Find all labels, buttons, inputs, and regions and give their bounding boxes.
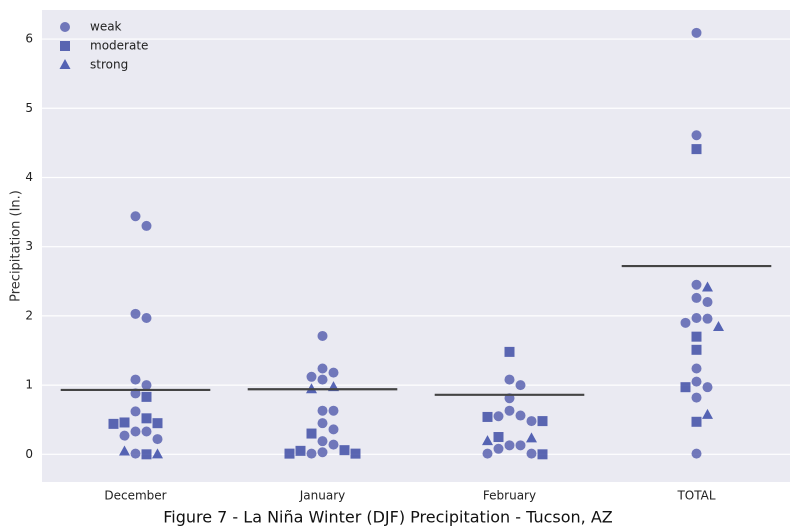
point xyxy=(691,130,702,141)
point xyxy=(130,448,141,459)
point xyxy=(317,374,328,385)
point xyxy=(504,374,515,385)
point xyxy=(130,406,141,417)
point xyxy=(713,320,724,331)
point xyxy=(119,445,130,456)
point xyxy=(504,440,515,451)
point xyxy=(680,317,691,328)
point xyxy=(119,417,130,428)
legend-marker xyxy=(59,59,71,69)
point xyxy=(328,424,339,435)
y-tick-label: 1 xyxy=(25,378,33,392)
point xyxy=(306,428,317,439)
point xyxy=(152,448,163,459)
point xyxy=(141,413,152,424)
point xyxy=(317,436,328,447)
point xyxy=(537,449,548,460)
point xyxy=(691,331,702,342)
point xyxy=(152,418,163,429)
point xyxy=(130,308,141,319)
point xyxy=(691,416,702,427)
point xyxy=(152,434,163,445)
point xyxy=(328,367,339,378)
point xyxy=(691,363,702,374)
legend-marker xyxy=(60,22,70,32)
point xyxy=(328,405,339,416)
point xyxy=(691,144,702,155)
point xyxy=(691,448,702,459)
point xyxy=(702,382,713,393)
point xyxy=(691,27,702,38)
point xyxy=(526,416,537,427)
point xyxy=(141,220,152,231)
x-tick-label: TOTAL xyxy=(676,489,715,503)
point xyxy=(141,391,152,402)
point xyxy=(702,313,713,324)
point xyxy=(493,443,504,454)
point xyxy=(317,405,328,416)
legend-label: weak xyxy=(90,20,122,34)
point xyxy=(537,416,548,427)
point xyxy=(328,439,339,450)
point xyxy=(295,445,306,456)
y-tick-label: 0 xyxy=(25,447,33,461)
point xyxy=(350,448,361,459)
plot-area xyxy=(42,10,790,482)
point xyxy=(526,432,537,443)
point xyxy=(306,371,317,382)
point xyxy=(515,410,526,421)
point xyxy=(702,408,713,419)
point xyxy=(515,380,526,391)
point xyxy=(482,448,493,459)
point xyxy=(119,430,130,441)
point xyxy=(108,418,119,429)
y-tick-label: 3 xyxy=(25,239,33,253)
point xyxy=(493,432,504,443)
point xyxy=(504,346,515,357)
point xyxy=(691,392,702,403)
point xyxy=(339,445,350,456)
point xyxy=(691,344,702,355)
x-tick-label: December xyxy=(104,489,166,503)
legend-marker xyxy=(60,41,70,51)
x-tick-label: February xyxy=(483,489,536,503)
point xyxy=(691,279,702,290)
point xyxy=(306,448,317,459)
x-tick-label: January xyxy=(299,489,346,503)
point xyxy=(482,435,493,446)
point xyxy=(141,449,152,460)
point xyxy=(317,363,328,374)
point xyxy=(130,211,141,222)
point xyxy=(141,426,152,437)
point xyxy=(504,405,515,416)
point xyxy=(691,312,702,323)
point xyxy=(702,281,713,292)
y-tick-label: 2 xyxy=(25,308,33,322)
point xyxy=(691,376,702,387)
point xyxy=(482,411,493,422)
point xyxy=(130,374,141,385)
y-tick-label: 4 xyxy=(25,170,33,184)
legend-label: moderate xyxy=(90,39,148,53)
point xyxy=(691,292,702,303)
point xyxy=(317,447,328,458)
point xyxy=(702,297,713,308)
point xyxy=(141,312,152,323)
point xyxy=(141,380,152,391)
y-tick-label: 5 xyxy=(25,101,33,115)
point xyxy=(493,411,504,422)
y-axis-label: Precipitation (In.) xyxy=(9,190,24,302)
point xyxy=(317,330,328,341)
point xyxy=(515,440,526,451)
point xyxy=(130,426,141,437)
point xyxy=(680,382,691,393)
point xyxy=(284,448,295,459)
point xyxy=(317,418,328,429)
y-tick-label: 6 xyxy=(25,32,33,46)
caption: Figure 7 - La Niña Winter (DJF) Precipit… xyxy=(163,508,613,527)
point xyxy=(526,448,537,459)
legend-label: strong xyxy=(90,58,128,72)
